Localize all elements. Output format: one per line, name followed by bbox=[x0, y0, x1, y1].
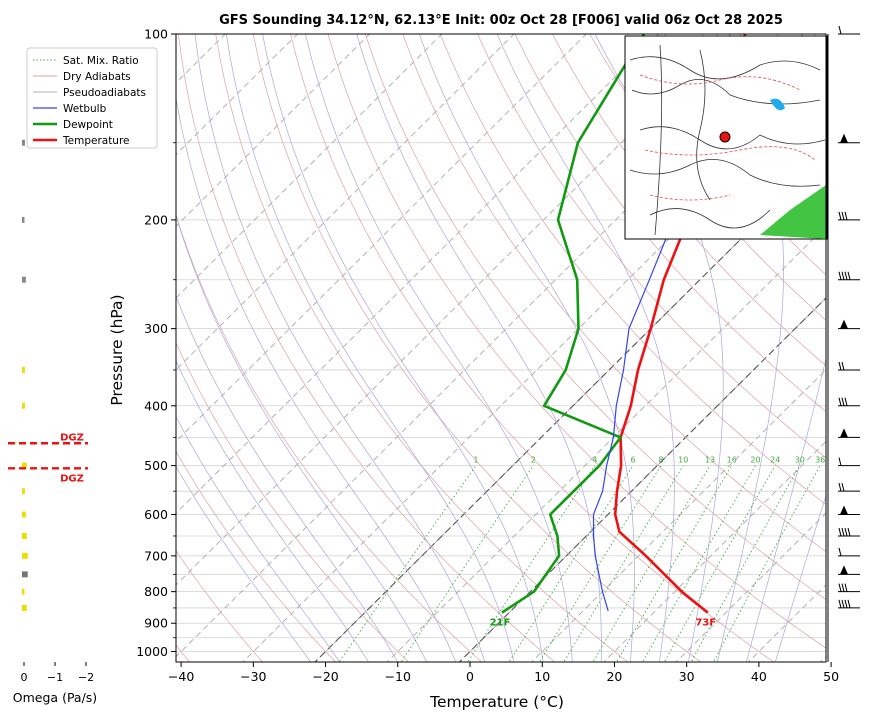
sounding-location-marker bbox=[720, 132, 730, 142]
omega-bar bbox=[22, 589, 24, 595]
mixing-ratio-label: 24 bbox=[770, 456, 780, 465]
omega-tick-label: 0 bbox=[21, 671, 28, 684]
x-tick-label: 40 bbox=[751, 669, 767, 684]
mixing-ratio-label: 30 bbox=[795, 456, 805, 465]
omega-bar bbox=[22, 553, 28, 559]
omega-bar bbox=[22, 533, 27, 539]
x-tick-label: −40 bbox=[168, 669, 194, 684]
omega-bar bbox=[22, 605, 27, 611]
omega-tick-label: −2 bbox=[78, 671, 94, 684]
omega-bar bbox=[22, 140, 25, 146]
omega-bar bbox=[22, 571, 28, 577]
x-axis-label: Temperature (°C) bbox=[429, 693, 564, 711]
x-tick-label: 0 bbox=[466, 669, 474, 684]
x-tick-label: 10 bbox=[534, 669, 550, 684]
legend-entry: Dewpoint bbox=[63, 119, 113, 131]
legend-entry: Dry Adiabats bbox=[63, 71, 131, 83]
dgz-label-top: DGZ bbox=[60, 432, 84, 443]
mixing-ratio-label: 4 bbox=[592, 456, 597, 465]
y-tick-label: 700 bbox=[144, 548, 168, 563]
surface-temp-label: 73F bbox=[695, 618, 716, 629]
legend-entry: Temperature bbox=[62, 135, 130, 147]
y-tick-label: 500 bbox=[144, 458, 168, 473]
mixing-ratio-label: 13 bbox=[705, 456, 715, 465]
x-tick-label: −20 bbox=[312, 669, 338, 684]
chart-title: GFS Sounding 34.12°N, 62.13°E Init: 00z … bbox=[219, 13, 783, 28]
x-tick-label: −10 bbox=[385, 669, 411, 684]
x-tick-label: 30 bbox=[679, 669, 695, 684]
omega-tick-label: −1 bbox=[47, 671, 63, 684]
legend-entry: Wetbulb bbox=[63, 103, 107, 115]
y-tick-label: 200 bbox=[144, 212, 168, 227]
mixing-ratio-label: 8 bbox=[658, 456, 663, 465]
y-tick-label: 1000 bbox=[136, 644, 168, 659]
mixing-ratio-label: 10 bbox=[678, 456, 688, 465]
omega-axis-label: Omega (Pa/s) bbox=[13, 690, 97, 705]
omega-bar bbox=[22, 367, 25, 373]
mixing-ratio-label: 20 bbox=[750, 456, 760, 465]
y-tick-label: 400 bbox=[144, 398, 168, 413]
omega-bar bbox=[22, 403, 25, 409]
mixing-ratio-label: 6 bbox=[630, 456, 635, 465]
y-tick-label: 800 bbox=[144, 584, 168, 599]
mixing-ratio-label: 2 bbox=[531, 456, 536, 465]
y-axis-label: Pressure (hPa) bbox=[108, 294, 126, 405]
x-tick-label: −30 bbox=[240, 669, 266, 684]
y-tick-label: 900 bbox=[144, 616, 168, 631]
y-tick-label: 600 bbox=[144, 507, 168, 522]
x-tick-label: 50 bbox=[823, 669, 839, 684]
omega-bar bbox=[22, 217, 24, 223]
y-tick-label: 100 bbox=[144, 27, 168, 42]
omega-bar bbox=[22, 488, 25, 494]
x-tick-label: 20 bbox=[606, 669, 622, 684]
legend-entry: Pseudoadiabats bbox=[63, 87, 146, 99]
y-tick-label: 300 bbox=[144, 321, 168, 336]
dgz-label-bottom: DGZ bbox=[60, 473, 84, 484]
surface-dewpoint-label: 21F bbox=[490, 618, 511, 629]
mixing-ratio-label: 36 bbox=[815, 456, 825, 465]
mixing-ratio-label: 1 bbox=[473, 456, 478, 465]
omega-bar bbox=[22, 512, 26, 518]
legend-entry: Sat. Mix. Ratio bbox=[63, 55, 139, 67]
omega-bar bbox=[22, 277, 26, 283]
mixing-ratio-label: 16 bbox=[727, 456, 737, 465]
